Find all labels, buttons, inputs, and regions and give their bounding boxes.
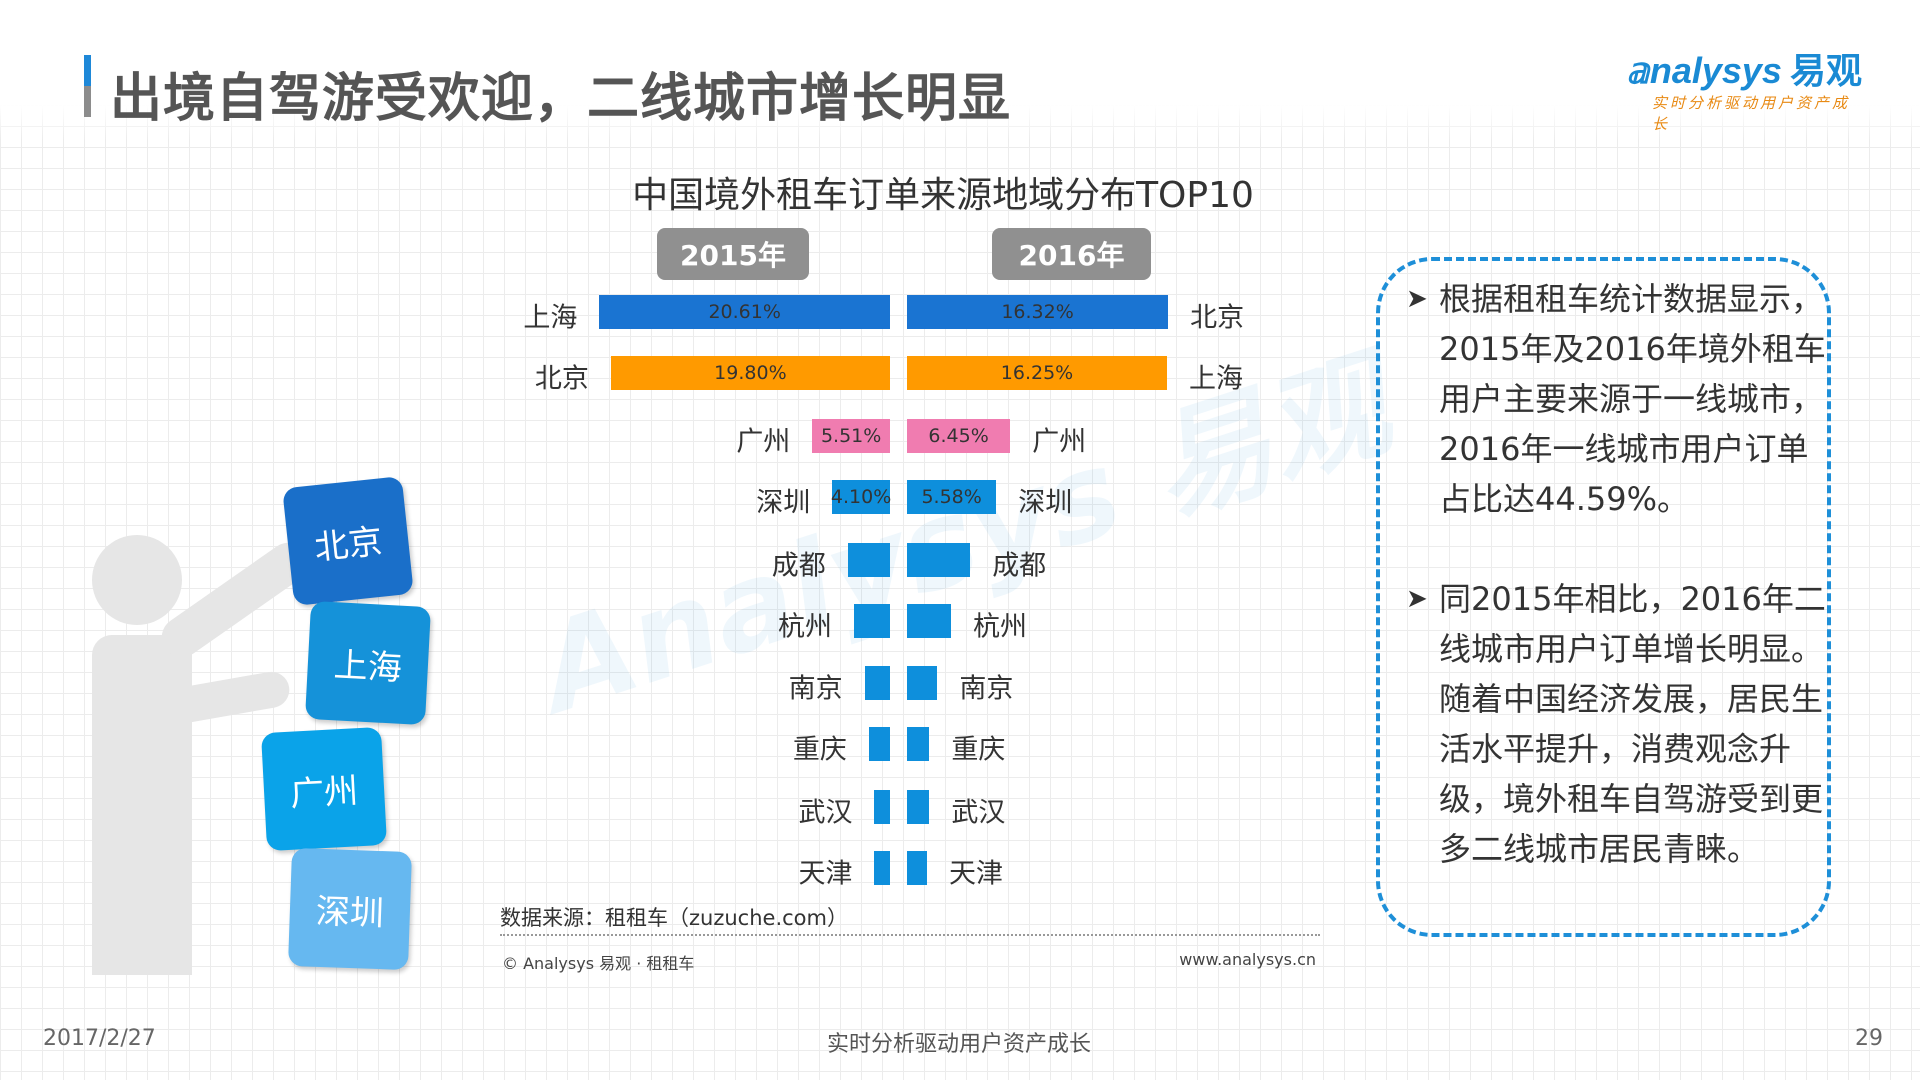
- bar-2015: [864, 666, 890, 700]
- data-source: 数据来源：租租车（zuzuche.com）: [500, 906, 848, 930]
- category-label: 上海: [523, 302, 578, 334]
- bar-2015: 20.61%: [599, 295, 890, 329]
- bar-2016: [907, 790, 930, 824]
- bar-2015: [854, 604, 890, 638]
- category-label: 深圳: [756, 487, 811, 519]
- note-1: ➤ 根据租租车统计数据显示，2015年及2016年境外租车用户主要来源于一线城市…: [1406, 274, 1826, 524]
- website-link[interactable]: www.analysys.cn: [1179, 950, 1316, 969]
- copyright: © Analysys 易观 · 租租车: [502, 954, 695, 973]
- category-label: 广州: [1032, 426, 1087, 458]
- bar-value-label: 20.61%: [708, 301, 781, 323]
- logo-swoosh-icon: 𝕒: [1626, 50, 1650, 91]
- category-label: 深圳: [1018, 487, 1073, 519]
- bar-2016: [907, 727, 930, 761]
- bar-2015: 5.51%: [812, 419, 890, 453]
- arrow-bullet-icon: ➤: [1406, 584, 1428, 614]
- bar-value-label: 19.80%: [714, 362, 787, 384]
- category-label: 成都: [992, 550, 1047, 582]
- city-block: 上海: [304, 600, 432, 726]
- slide-title: 出境自驾游受欢迎，二线城市增长明显: [110, 69, 1012, 129]
- category-label: 杭州: [973, 611, 1027, 643]
- bar-2015: [868, 727, 890, 761]
- bar-2016: [907, 851, 927, 885]
- category-label: 南京: [788, 673, 843, 705]
- bar-2016: [907, 604, 951, 638]
- category-label: 杭州: [778, 611, 833, 643]
- city-block: 深圳: [287, 847, 413, 971]
- bar-2016: 6.45%: [907, 419, 1011, 453]
- bar-2016: 5.58%: [907, 480, 997, 514]
- category-label: 天津: [949, 858, 1003, 890]
- logo-cn: 易观: [1789, 51, 1862, 92]
- bar-2016: [907, 543, 971, 577]
- bar-2015: [874, 851, 890, 885]
- notes-box: [1376, 257, 1831, 937]
- bar-2016: 16.25%: [907, 356, 1167, 390]
- bar-2016: 16.32%: [907, 295, 1169, 329]
- page-number: 29: [1855, 1026, 1883, 1051]
- bar-value-label: 5.58%: [921, 486, 982, 508]
- category-label: 上海: [1189, 363, 1243, 395]
- category-label: 北京: [1190, 302, 1245, 334]
- category-label: 天津: [798, 858, 853, 890]
- category-label: 武汉: [951, 797, 1006, 829]
- category-label: 北京: [534, 363, 589, 395]
- bar-2016: [907, 666, 938, 700]
- arrow-bullet-icon: ➤: [1406, 284, 1428, 314]
- bar-value-label: 16.32%: [1001, 301, 1074, 323]
- city-block: 广州: [260, 726, 388, 852]
- note-2: ➤ 同2015年相比，2016年二线城市用户订单增长明显。随着中国经济发展，居民…: [1406, 574, 1826, 874]
- year-label-2015: 2015年: [657, 228, 809, 280]
- category-label: 成都: [771, 550, 826, 582]
- footer-tagline: 实时分析驱动用户资产成长: [826, 1032, 1092, 1057]
- category-label: 广州: [736, 426, 791, 458]
- bar-value-label: 16.25%: [1000, 362, 1074, 384]
- bar-value-label: 4.10%: [830, 486, 892, 508]
- analysys-logo: 𝕒nalysys 易观 实时分析驱动用户资产成长: [1626, 42, 1866, 133]
- bar-2015: 19.80%: [610, 356, 890, 390]
- title-accent-bar: [84, 55, 91, 117]
- header-band: [0, 0, 1920, 140]
- bar-value-label: 5.51%: [820, 425, 882, 447]
- bar-value-label: 6.45%: [928, 425, 989, 447]
- category-label: 武汉: [798, 797, 853, 829]
- divider: [500, 934, 1320, 936]
- slide-date: 2017/2/27: [43, 1026, 156, 1051]
- year-label-2016: 2016年: [992, 228, 1151, 280]
- category-label: 重庆: [951, 734, 1006, 766]
- city-block: 北京: [282, 476, 414, 606]
- bar-2015: 4.10%: [830, 480, 892, 514]
- logo-tagline: 实时分析驱动用户资产成长: [1652, 94, 1851, 133]
- chart-title: 中国境外租车订单来源地域分布TOP10: [632, 175, 1254, 216]
- category-label: 重庆: [792, 734, 847, 766]
- bar-2015: [874, 790, 890, 824]
- category-label: 南京: [959, 673, 1014, 705]
- bar-2015: [847, 543, 890, 577]
- logo-en: nalysys: [1649, 50, 1782, 91]
